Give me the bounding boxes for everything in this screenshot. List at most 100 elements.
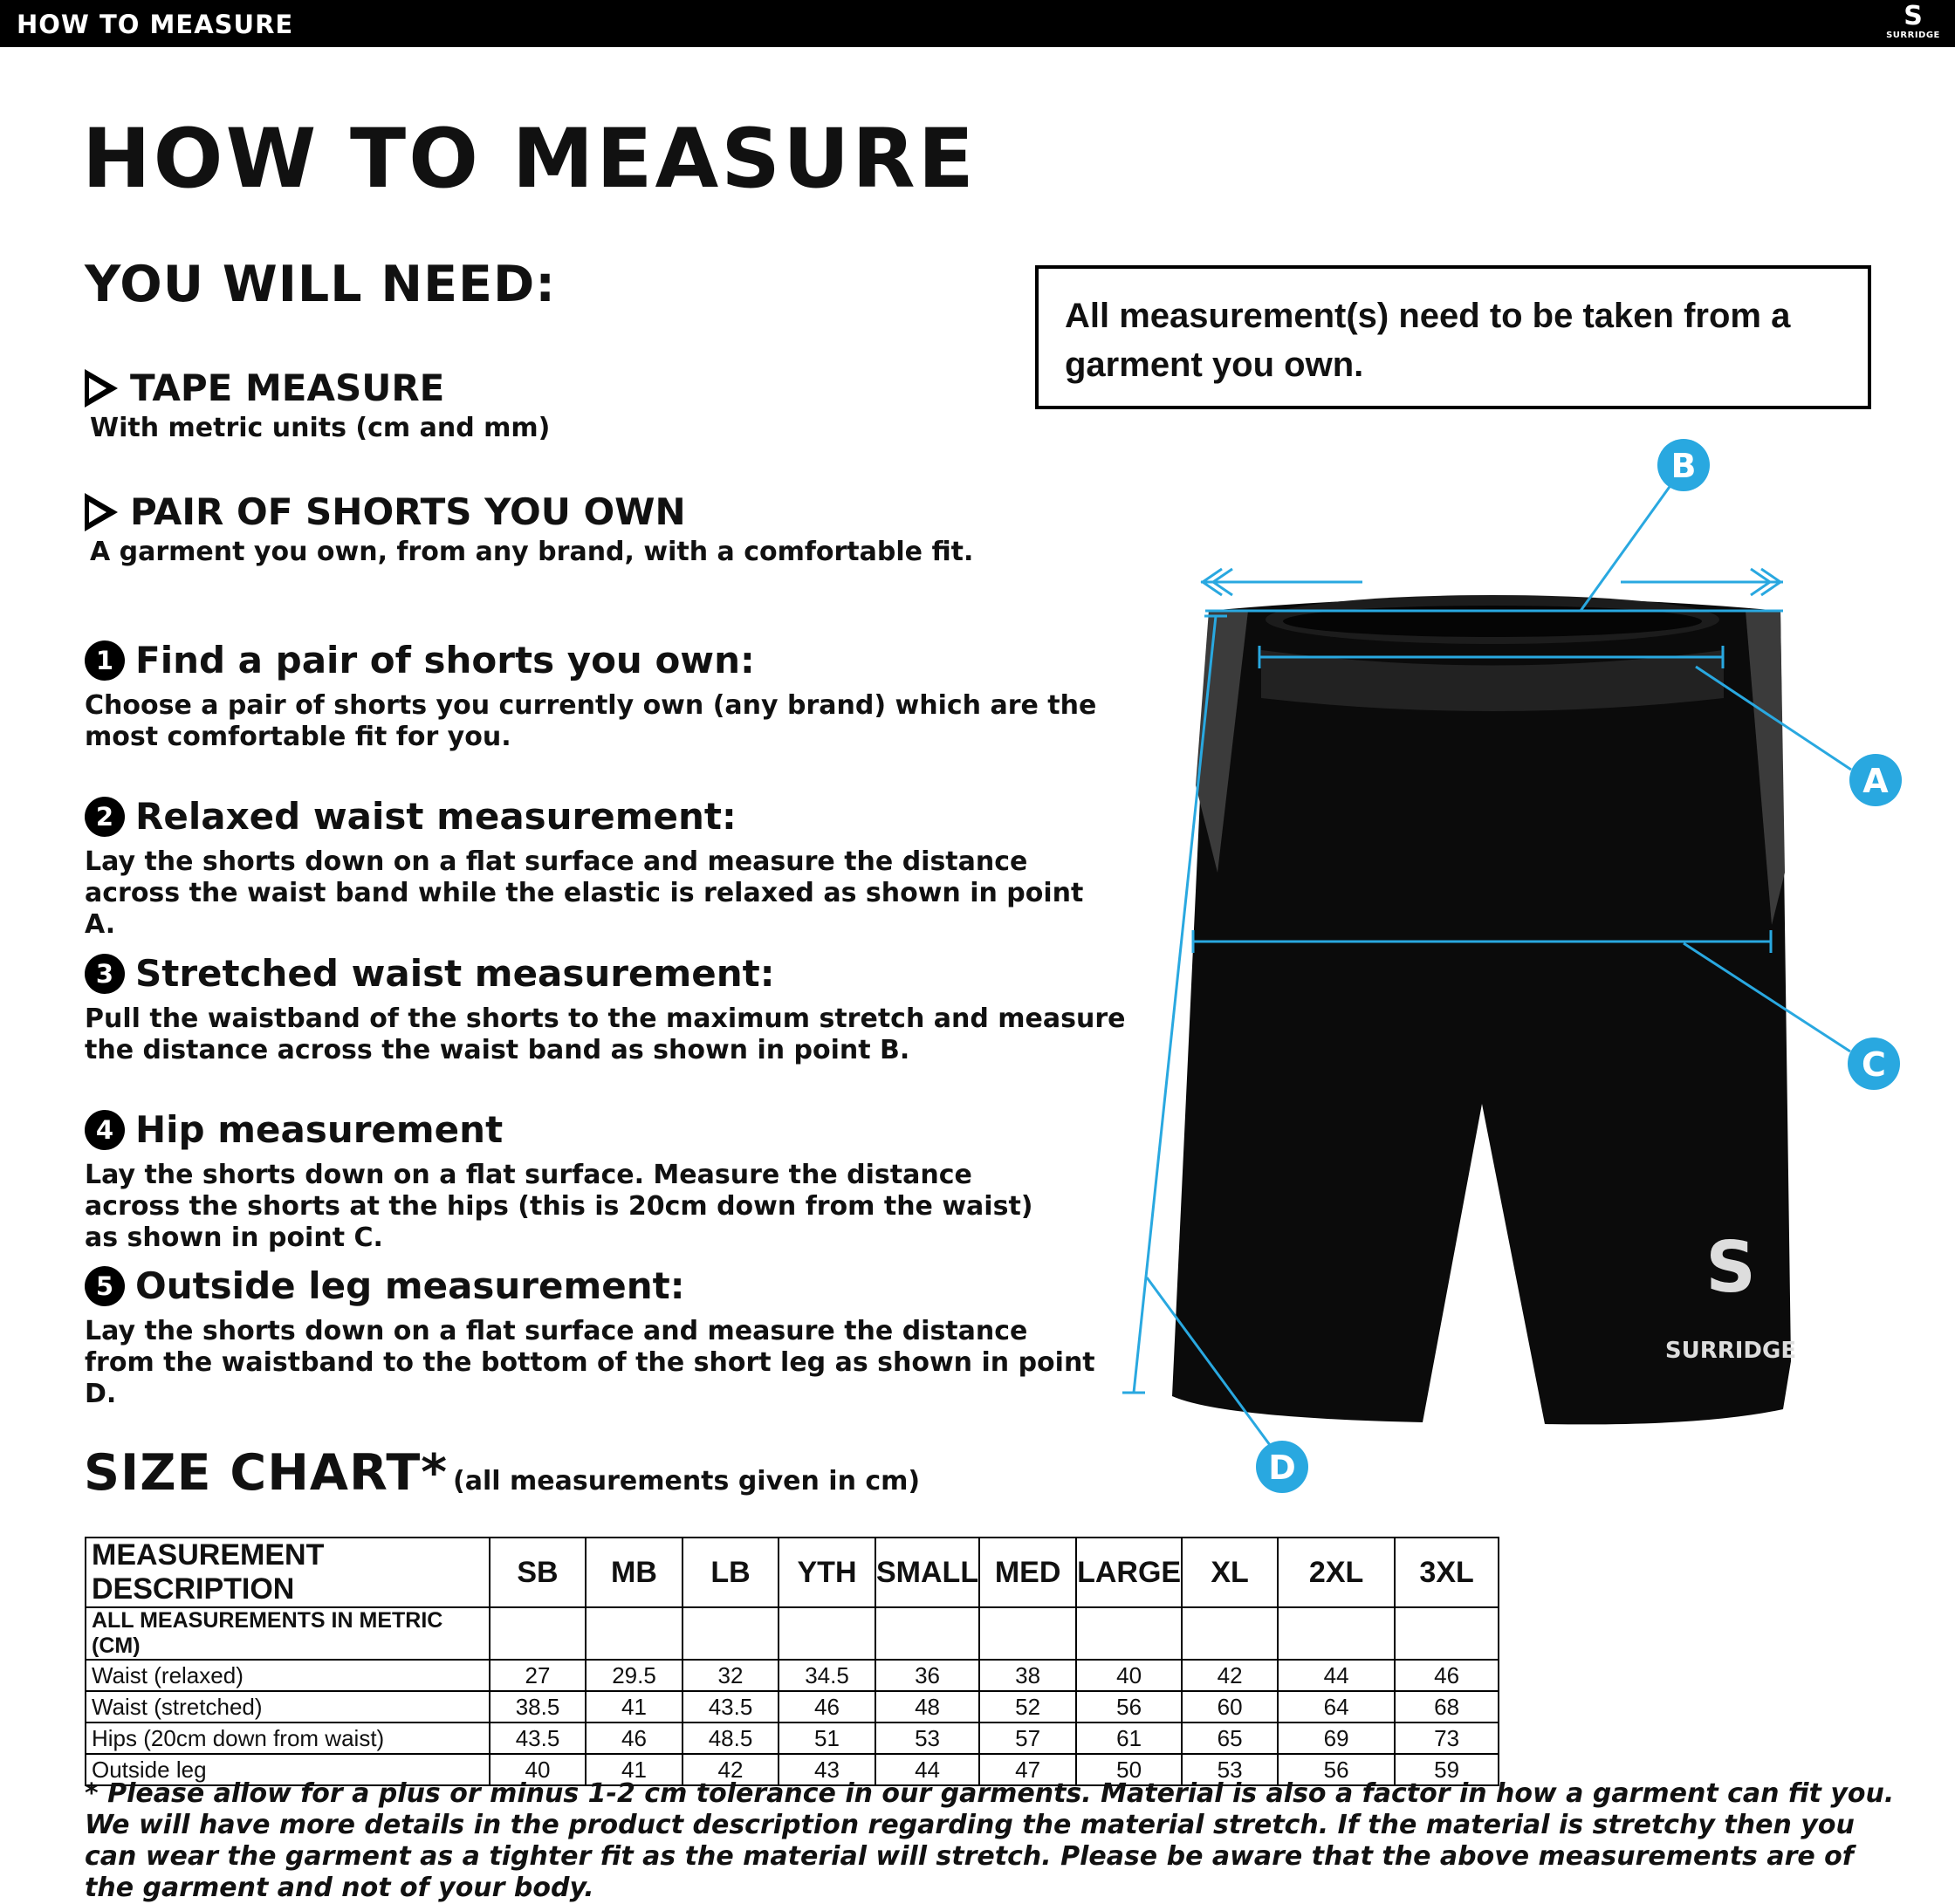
need-sub: With metric units (cm and mm) bbox=[90, 413, 551, 443]
column-header: YTH bbox=[778, 1537, 876, 1608]
svg-text:C: C bbox=[1862, 1045, 1886, 1084]
step-body: Lay the shorts down on a flat surface an… bbox=[85, 1316, 1095, 1409]
column-header: SMALL bbox=[874, 1537, 981, 1608]
table-cell: 64 bbox=[1277, 1690, 1396, 1723]
step-body: Pull the waistband of the shorts to the … bbox=[85, 1003, 1126, 1065]
table-cell: 59 bbox=[1394, 1753, 1500, 1786]
need-title: TAPE MEASURE bbox=[130, 366, 445, 409]
table-cell: 68 bbox=[1394, 1690, 1500, 1723]
row-label: Hips (20cm down from waist) bbox=[85, 1722, 490, 1755]
table-cell: 48.5 bbox=[682, 1722, 779, 1755]
column-header: MEASUREMENT DESCRIPTION bbox=[85, 1537, 490, 1608]
table-row: Waist (stretched) 38.5 41 43.5 46 48 52 56 60 64 6… bbox=[85, 1690, 1500, 1723]
table-cell: 40 bbox=[1075, 1659, 1183, 1692]
row-label: Waist (relaxed) bbox=[85, 1659, 490, 1692]
size-chart-table: MEASUREMENT DESCRIPTION SB MB LB YTH SMA… bbox=[85, 1537, 1500, 1786]
table-cell: 27 bbox=[489, 1659, 586, 1692]
table-cell: 47 bbox=[978, 1753, 1078, 1786]
table-cell: 50 bbox=[1075, 1753, 1183, 1786]
need-title: PAIR OF SHORTS YOU OWN bbox=[130, 490, 686, 533]
step-number: 1 bbox=[85, 640, 125, 681]
header-title: HOW TO MEASURE bbox=[17, 10, 294, 39]
step-title: Find a pair of shorts you own: bbox=[135, 639, 755, 681]
table-cell: 51 bbox=[778, 1722, 876, 1755]
label-d-badge: D bbox=[1256, 1441, 1308, 1493]
label-c-badge: C bbox=[1848, 1038, 1900, 1090]
table-cell: 43.5 bbox=[489, 1722, 586, 1755]
table-cell: 43.5 bbox=[682, 1690, 779, 1723]
table-cell: 41 bbox=[585, 1690, 683, 1723]
table-header-row: MEASUREMENT DESCRIPTION SB MB LB YTH SMA… bbox=[85, 1537, 1500, 1608]
column-header: 3XL bbox=[1394, 1537, 1500, 1608]
table-cell: 44 bbox=[1277, 1659, 1396, 1692]
you-will-need-heading: YOU WILL NEED: bbox=[85, 256, 557, 313]
need-shorts: PAIR OF SHORTS YOU OWN A garment you own… bbox=[85, 490, 973, 567]
table-cell: 56 bbox=[1075, 1690, 1183, 1723]
column-header: 2XL bbox=[1277, 1537, 1396, 1608]
notice-box: All measurement(s) need to be taken from… bbox=[1035, 265, 1871, 409]
size-chart-heading: SIZE CHART* (all measurements given in c… bbox=[84, 1444, 920, 1502]
table-cell: 34.5 bbox=[778, 1659, 876, 1692]
table-cell: 42 bbox=[682, 1753, 779, 1786]
svg-text:B: B bbox=[1671, 447, 1697, 485]
table-cell: 69 bbox=[1277, 1722, 1396, 1755]
table-cell: 38 bbox=[978, 1659, 1078, 1692]
table-cell: 38.5 bbox=[489, 1690, 586, 1723]
garment-logo-text: SURRIDGE bbox=[1665, 1338, 1796, 1364]
row-label: Outside leg bbox=[85, 1753, 490, 1786]
step-2: 2 Relaxed waist measurement: Lay the shor… bbox=[85, 795, 1115, 941]
need-tape-measure: TAPE MEASURE With metric units (cm and m… bbox=[85, 366, 550, 443]
table-cell: 53 bbox=[874, 1722, 981, 1755]
table-row: Hips (20cm down from waist) 43.5 46 48.5 51 5… bbox=[85, 1722, 1500, 1755]
table-cell: 46 bbox=[1394, 1659, 1500, 1692]
step-title: Hip measurement bbox=[135, 1108, 504, 1151]
table-cell: 56 bbox=[1277, 1753, 1396, 1786]
play-triangle-icon bbox=[85, 492, 118, 531]
table-row: Outside leg 40 41 42 43 44 47 50 53 56 59 bbox=[85, 1753, 1500, 1786]
step-5: 5 Outside leg measurement: Lay the shorts… bbox=[85, 1264, 1106, 1410]
surridge-logo: S SURRIDGE bbox=[1886, 1, 1940, 41]
row-label: Waist (stretched) bbox=[85, 1690, 490, 1723]
table-cell: 46 bbox=[585, 1722, 683, 1755]
column-header: LARGE bbox=[1075, 1537, 1183, 1608]
step-4: 4 Hip measurement Lay the shorts down on … bbox=[85, 1108, 1071, 1254]
column-header: MB bbox=[585, 1537, 683, 1608]
play-triangle-icon bbox=[85, 368, 118, 408]
top-bar: HOW TO MEASURE S SURRIDGE bbox=[0, 0, 1955, 47]
table-cell: 42 bbox=[1181, 1659, 1279, 1692]
shorts-illustration: S SURRIDGE bbox=[1172, 595, 1796, 1425]
table-cell: 52 bbox=[978, 1690, 1078, 1723]
step-number: 5 bbox=[85, 1265, 125, 1306]
step-title: Relaxed waist measurement: bbox=[135, 795, 737, 838]
step-body: Lay the shorts down on a flat surface. M… bbox=[85, 1160, 1033, 1253]
table-cell: 46 bbox=[778, 1690, 876, 1723]
step-1: 1 Find a pair of shorts you own: Choose a… bbox=[85, 639, 1132, 753]
step-body: Choose a pair of shorts you currently ow… bbox=[85, 690, 1097, 752]
table-cell: 44 bbox=[874, 1753, 981, 1786]
svg-text:A: A bbox=[1862, 762, 1889, 800]
table-cell: 41 bbox=[585, 1753, 683, 1786]
size-chart-title: SIZE CHART* bbox=[84, 1444, 449, 1502]
table-cell: 48 bbox=[874, 1690, 981, 1723]
table-cell: 60 bbox=[1181, 1690, 1279, 1723]
table-cell: 43 bbox=[778, 1753, 876, 1786]
table-cell: 29.5 bbox=[585, 1659, 683, 1692]
table-cell: 40 bbox=[489, 1753, 586, 1786]
table-cell: 65 bbox=[1181, 1722, 1279, 1755]
footnote: * Please allow for a plus or minus 1-2 c… bbox=[85, 1778, 1895, 1903]
metric-note: ALL MEASUREMENTS IN METRIC (CM) bbox=[85, 1606, 490, 1661]
label-b-badge: B bbox=[1657, 439, 1710, 491]
table-cell: 61 bbox=[1075, 1722, 1183, 1755]
column-header: SB bbox=[489, 1537, 586, 1608]
page-title: HOW TO MEASURE bbox=[82, 112, 977, 207]
step-title: Outside leg measurement: bbox=[135, 1264, 685, 1307]
label-a-badge: A bbox=[1849, 754, 1902, 806]
column-header: MED bbox=[978, 1537, 1078, 1608]
size-chart-note: (all measurements given in cm) bbox=[453, 1466, 921, 1496]
step-body: Lay the shorts down on a flat surface an… bbox=[85, 846, 1084, 940]
svg-text:D: D bbox=[1268, 1449, 1296, 1487]
table-cell: 53 bbox=[1181, 1753, 1279, 1786]
step-title: Stretched waist measurement: bbox=[135, 952, 775, 995]
step-number: 2 bbox=[85, 796, 125, 837]
table-row: Waist (relaxed) 27 29.5 32 34.5 36 38 40 42 44 46 bbox=[85, 1659, 1500, 1692]
